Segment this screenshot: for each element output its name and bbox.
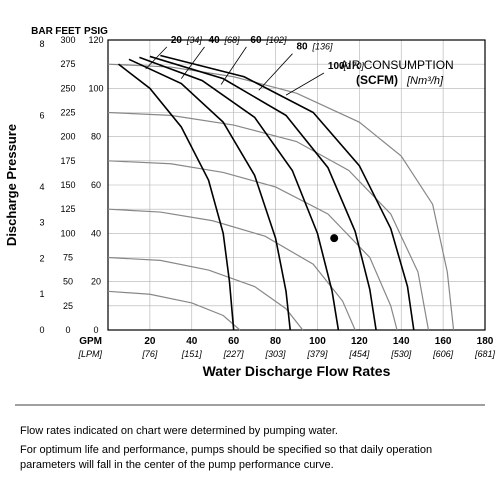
svg-text:3: 3 bbox=[39, 218, 44, 228]
svg-text:40: 40 bbox=[91, 228, 101, 238]
svg-text:60: 60 bbox=[250, 35, 262, 46]
svg-text:200: 200 bbox=[60, 132, 75, 142]
svg-text:AIR CONSUMPTION: AIR CONSUMPTION bbox=[340, 58, 453, 72]
svg-text:1: 1 bbox=[39, 289, 44, 299]
svg-text:60: 60 bbox=[91, 180, 101, 190]
svg-text:[606]: [606] bbox=[432, 349, 454, 359]
svg-text:[LPM]: [LPM] bbox=[77, 349, 102, 359]
svg-text:4: 4 bbox=[39, 182, 44, 192]
svg-text:Water Discharge Flow Rates: Water Discharge Flow Rates bbox=[203, 363, 391, 379]
svg-text:120: 120 bbox=[351, 336, 368, 347]
svg-text:25: 25 bbox=[63, 301, 73, 311]
svg-text:[151]: [151] bbox=[181, 349, 203, 359]
svg-text:[681]: [681] bbox=[474, 349, 496, 359]
svg-text:175: 175 bbox=[60, 156, 75, 166]
svg-text:Discharge Pressure: Discharge Pressure bbox=[4, 124, 19, 246]
svg-text:[Nm³/h]: [Nm³/h] bbox=[406, 75, 444, 87]
svg-text:0: 0 bbox=[93, 325, 98, 335]
svg-text:GPM: GPM bbox=[79, 336, 102, 347]
svg-text:[379]: [379] bbox=[306, 349, 328, 359]
svg-text:160: 160 bbox=[435, 336, 452, 347]
svg-text:125: 125 bbox=[60, 204, 75, 214]
svg-text:225: 225 bbox=[60, 108, 75, 118]
svg-text:[76]: [76] bbox=[141, 349, 158, 359]
svg-text:300: 300 bbox=[60, 35, 75, 45]
svg-text:[34]: [34] bbox=[186, 35, 203, 45]
svg-text:80: 80 bbox=[270, 336, 282, 347]
svg-text:2: 2 bbox=[39, 253, 44, 263]
svg-text:[136]: [136] bbox=[312, 42, 334, 52]
chart-canvas: BARFEETPSIG02550751001251501752002252502… bbox=[0, 0, 500, 420]
svg-text:150: 150 bbox=[60, 180, 75, 190]
footnote-2: For optimum life and performance, pumps … bbox=[0, 439, 500, 473]
svg-text:0: 0 bbox=[39, 325, 44, 335]
svg-text:[530]: [530] bbox=[390, 349, 412, 359]
svg-text:100: 100 bbox=[88, 83, 103, 93]
footnote-1: Flow rates indicated on chart were deter… bbox=[0, 420, 500, 439]
svg-text:8: 8 bbox=[39, 39, 44, 49]
svg-text:250: 250 bbox=[60, 83, 75, 93]
svg-text:180: 180 bbox=[477, 336, 494, 347]
svg-text:[227]: [227] bbox=[223, 349, 245, 359]
svg-text:0: 0 bbox=[65, 325, 70, 335]
svg-text:140: 140 bbox=[393, 336, 410, 347]
svg-text:20: 20 bbox=[144, 336, 156, 347]
svg-text:[454]: [454] bbox=[348, 349, 370, 359]
svg-text:100: 100 bbox=[60, 228, 75, 238]
svg-text:[68]: [68] bbox=[224, 35, 241, 45]
svg-text:(SCFM): (SCFM) bbox=[356, 73, 398, 87]
svg-text:275: 275 bbox=[60, 59, 75, 69]
svg-text:75: 75 bbox=[63, 253, 73, 263]
svg-text:20: 20 bbox=[171, 35, 183, 46]
svg-text:80: 80 bbox=[297, 42, 309, 53]
svg-text:40: 40 bbox=[186, 336, 198, 347]
pump-performance-chart: BARFEETPSIG02550751001251501752002252502… bbox=[0, 0, 500, 500]
svg-text:40: 40 bbox=[209, 35, 221, 46]
svg-text:80: 80 bbox=[91, 132, 101, 142]
svg-text:BAR: BAR bbox=[31, 26, 53, 37]
svg-text:100: 100 bbox=[309, 336, 326, 347]
svg-text:6: 6 bbox=[39, 110, 44, 120]
svg-text:20: 20 bbox=[91, 277, 101, 287]
svg-text:[303]: [303] bbox=[265, 349, 287, 359]
svg-text:[102]: [102] bbox=[265, 35, 287, 45]
svg-text:120: 120 bbox=[88, 35, 103, 45]
svg-text:60: 60 bbox=[228, 336, 240, 347]
svg-text:50: 50 bbox=[63, 277, 73, 287]
